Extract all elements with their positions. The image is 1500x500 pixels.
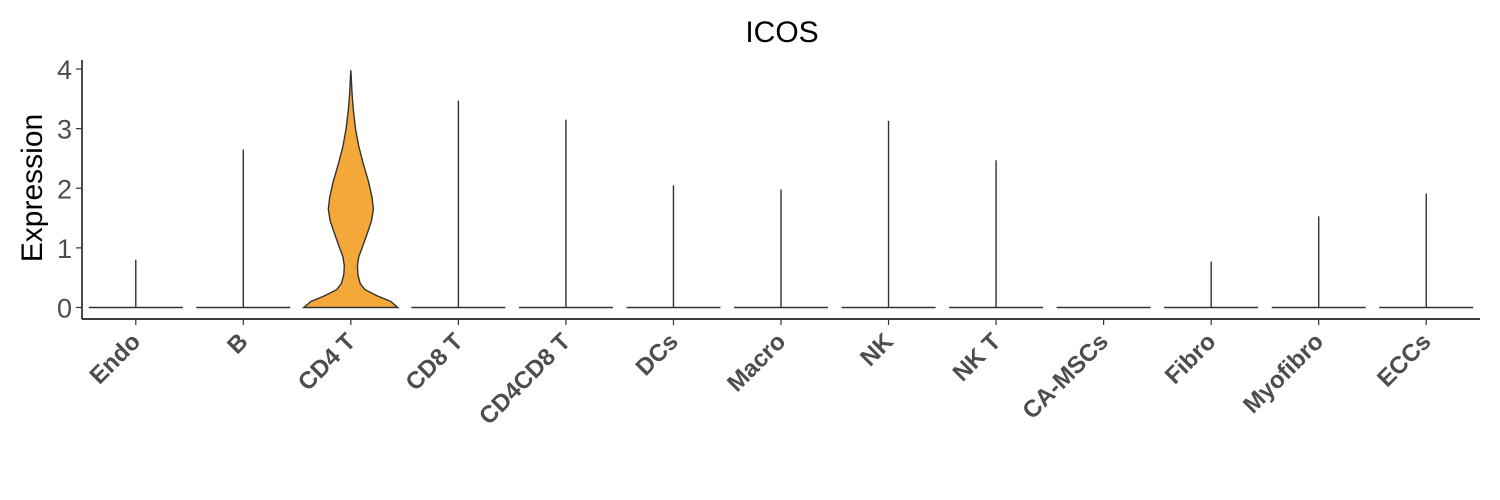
y-tick-label: 3 — [57, 115, 72, 145]
x-tick-label-cd4cd8-t: CD4CD8 T — [474, 328, 576, 430]
violin-cd4-t — [301, 70, 400, 309]
x-tick-label-cd4-t: CD4 T — [293, 328, 361, 396]
plot-area: 0 1 2 3 4 Endo B CD4 T CD8 T CD4CD8 T DCs Macro NK NK… — [57, 55, 1480, 430]
y-tick-label: 1 — [57, 234, 72, 264]
y-tick-label: 2 — [57, 174, 72, 204]
x-tick-label-dcs: DCs — [631, 328, 684, 381]
y-tick-label: 4 — [57, 55, 72, 85]
x-tick-label-fibro: Fibro — [1160, 328, 1222, 390]
x-tick-label-myofibro: Myofibro — [1238, 328, 1329, 419]
chart-title: ICOS — [745, 16, 818, 49]
x-tick-label-b: B — [222, 328, 253, 359]
x-tick-label-nk: NK — [855, 328, 899, 372]
x-tick-label-eccs: ECCs — [1372, 328, 1436, 392]
x-tick-label-nk-t: NK T — [948, 328, 1007, 387]
x-tick-label-macro: Macro — [722, 328, 791, 397]
y-tick-label: 0 — [57, 294, 72, 324]
x-tick-label-cd8-t: CD8 T — [401, 328, 469, 396]
x-tick-label-ca-mscs: CA-MSCs — [1017, 328, 1113, 424]
x-tick-label-endo: Endo — [84, 328, 146, 390]
y-axis-label: Expression — [16, 114, 49, 262]
